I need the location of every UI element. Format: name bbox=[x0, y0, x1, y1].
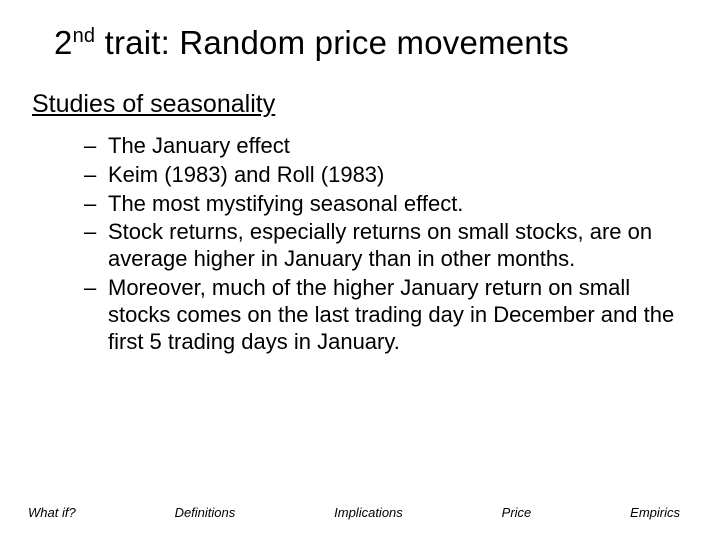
bullet-text: Stock returns, especially returns on sma… bbox=[108, 219, 676, 273]
bullet-text: The January effect bbox=[108, 133, 676, 160]
list-item: – Keim (1983) and Roll (1983) bbox=[84, 162, 676, 189]
slide-container: 2nd trait: Random price movements Studie… bbox=[0, 0, 720, 540]
dash-icon: – bbox=[84, 275, 108, 302]
dash-icon: – bbox=[84, 191, 108, 218]
list-item: – The most mystifying seasonal effect. bbox=[84, 191, 676, 218]
subheading: Studies of seasonality bbox=[32, 90, 684, 119]
footer-link-definitions[interactable]: Definitions bbox=[175, 505, 236, 520]
bullet-text: The most mystifying seasonal effect. bbox=[108, 191, 676, 218]
dash-icon: – bbox=[84, 219, 108, 246]
title-rest: trait: Random price movements bbox=[95, 24, 569, 61]
title-superscript: nd bbox=[73, 25, 96, 47]
title-prefix: 2 bbox=[54, 24, 73, 61]
bullet-text: Moreover, much of the higher January ret… bbox=[108, 275, 676, 355]
slide-title: 2nd trait: Random price movements bbox=[54, 24, 684, 62]
footer-link-implications[interactable]: Implications bbox=[334, 505, 403, 520]
footer-link-empirics[interactable]: Empirics bbox=[630, 505, 680, 520]
footer-link-price[interactable]: Price bbox=[502, 505, 532, 520]
dash-icon: – bbox=[84, 162, 108, 189]
dash-icon: – bbox=[84, 133, 108, 160]
footer-nav: What if? Definitions Implications Price … bbox=[0, 505, 720, 520]
bullet-list: – The January effect – Keim (1983) and R… bbox=[84, 133, 676, 356]
list-item: – Stock returns, especially returns on s… bbox=[84, 219, 676, 273]
list-item: – The January effect bbox=[84, 133, 676, 160]
footer-link-whatif[interactable]: What if? bbox=[28, 505, 76, 520]
list-item: – Moreover, much of the higher January r… bbox=[84, 275, 676, 355]
bullet-text: Keim (1983) and Roll (1983) bbox=[108, 162, 676, 189]
